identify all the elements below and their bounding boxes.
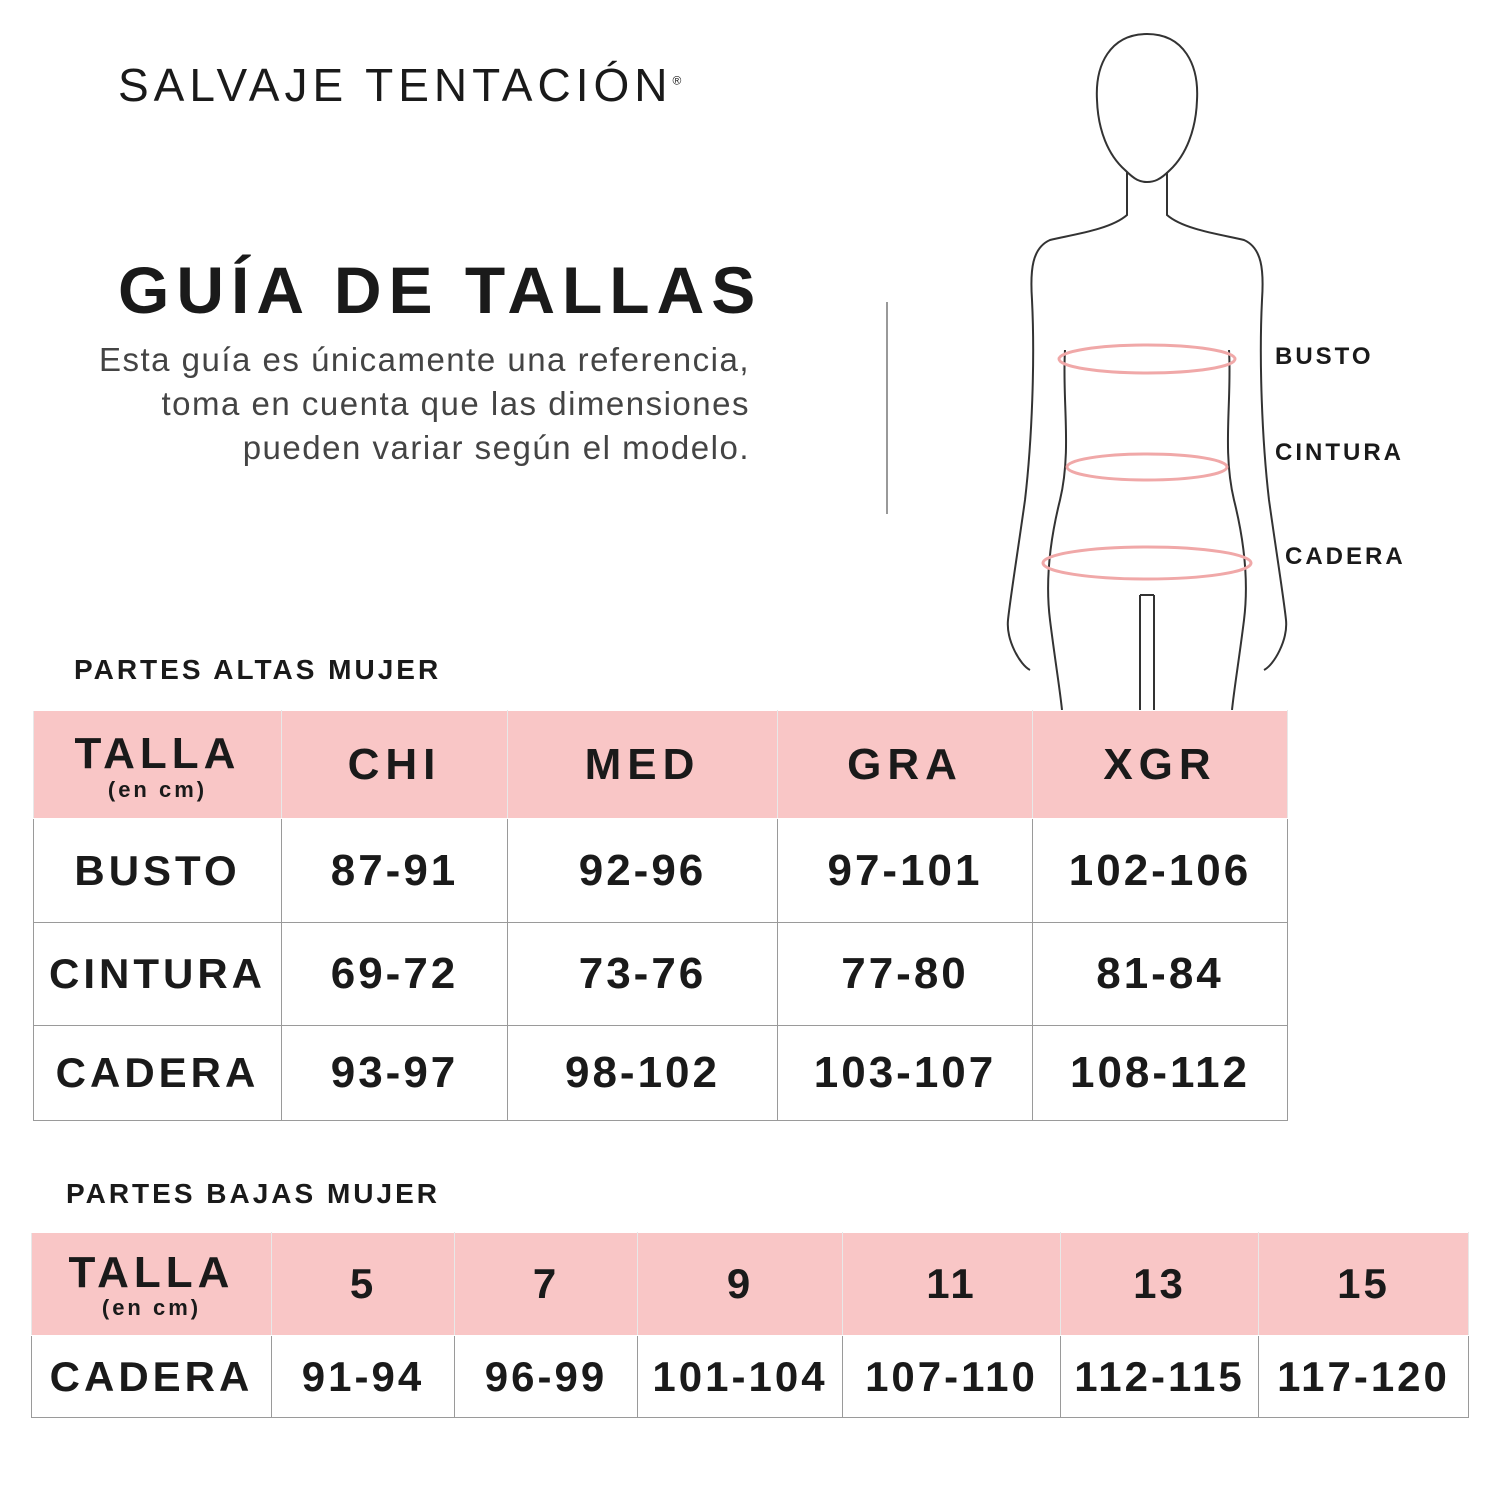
table-cell: 87-91 bbox=[281, 818, 508, 923]
table-cell: 97-101 bbox=[777, 818, 1033, 923]
table-cell: 96-99 bbox=[454, 1335, 638, 1418]
tops-section-title: PARTES ALTAS MUJER bbox=[74, 654, 442, 685]
table-cell: 107-110 bbox=[842, 1335, 1061, 1418]
description: Esta guía es únicamente una referencia, … bbox=[98, 341, 750, 466]
table-row: BUSTO 87-91 92-96 97-101 102-106 bbox=[33, 818, 1288, 923]
tops-size-table: TALLA (en cm) CHI MED GRA XGR BUSTO 87-91… bbox=[33, 710, 1288, 1121]
size-header: 7 bbox=[454, 1232, 638, 1336]
row-label: CADERA bbox=[33, 1025, 282, 1121]
label-cintura: CINTURA bbox=[1275, 439, 1404, 466]
size-header: MED bbox=[507, 710, 778, 819]
bottoms-size-table: TALLA (en cm) 5 7 9 11 13 15 CADERA 91-94… bbox=[31, 1232, 1469, 1418]
row-label: CADERA bbox=[31, 1335, 272, 1418]
table-header-row: TALLA (en cm) CHI MED GRA XGR bbox=[33, 710, 1288, 819]
size-header: GRA bbox=[777, 710, 1033, 819]
size-header: 15 bbox=[1258, 1232, 1469, 1336]
label-cadera: CADERA bbox=[1285, 543, 1406, 570]
table-cell: 103-107 bbox=[777, 1025, 1033, 1121]
bottoms-section-title: PARTES BAJAS MUJER bbox=[66, 1178, 440, 1209]
table-cell: 102-106 bbox=[1032, 818, 1288, 923]
label-busto: BUSTO bbox=[1275, 343, 1374, 370]
table-cell: 81-84 bbox=[1032, 922, 1288, 1026]
table-row: CADERA 93-97 98-102 103-107 108-112 bbox=[33, 1025, 1288, 1121]
size-header: XGR bbox=[1032, 710, 1288, 819]
brand-logo: SALVAJE TENTACIÓN® bbox=[118, 58, 681, 112]
divider bbox=[886, 302, 888, 514]
size-header: 9 bbox=[637, 1232, 843, 1336]
table-row: CINTURA 69-72 73-76 77-80 81-84 bbox=[33, 922, 1288, 1026]
table-cell: 101-104 bbox=[637, 1335, 843, 1418]
size-header: CHI bbox=[281, 710, 508, 819]
row-label: CINTURA bbox=[33, 922, 282, 1026]
table-row: CADERA 91-94 96-99 101-104 107-110 112-1… bbox=[31, 1335, 1469, 1418]
table-cell: 108-112 bbox=[1032, 1025, 1288, 1121]
table-cell: 92-96 bbox=[507, 818, 778, 923]
size-header: 5 bbox=[271, 1232, 455, 1336]
table-cell: 98-102 bbox=[507, 1025, 778, 1121]
table-cell: 117-120 bbox=[1258, 1335, 1469, 1418]
page-title: GUÍA DE TALLAS bbox=[118, 253, 763, 327]
registered-mark: ® bbox=[672, 73, 682, 88]
brand-name: SALVAJE TENTACIÓN bbox=[118, 59, 673, 111]
table-cell: 91-94 bbox=[271, 1335, 455, 1418]
table-cell: 69-72 bbox=[281, 922, 508, 1026]
table-cell: 93-97 bbox=[281, 1025, 508, 1121]
table-cell: 112-115 bbox=[1060, 1335, 1259, 1418]
size-header: 13 bbox=[1060, 1232, 1259, 1336]
size-header: 11 bbox=[842, 1232, 1061, 1336]
table-cell: 73-76 bbox=[507, 922, 778, 1026]
row-label: BUSTO bbox=[33, 818, 282, 923]
table-header-row: TALLA (en cm) 5 7 9 11 13 15 bbox=[31, 1232, 1469, 1336]
table-cell: 77-80 bbox=[777, 922, 1033, 1026]
body-figure-illustration bbox=[1006, 32, 1288, 711]
talla-header: TALLA (en cm) bbox=[31, 1232, 272, 1336]
talla-header: TALLA (en cm) bbox=[33, 710, 282, 819]
